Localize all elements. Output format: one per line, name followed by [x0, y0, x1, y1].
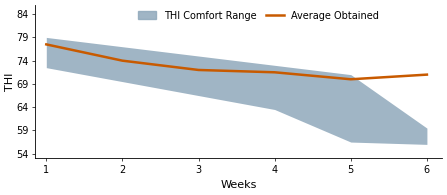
Y-axis label: THI: THI — [5, 72, 15, 91]
Legend: THI Comfort Range, Average Obtained: THI Comfort Range, Average Obtained — [135, 7, 383, 24]
X-axis label: Weeks: Weeks — [220, 180, 257, 190]
